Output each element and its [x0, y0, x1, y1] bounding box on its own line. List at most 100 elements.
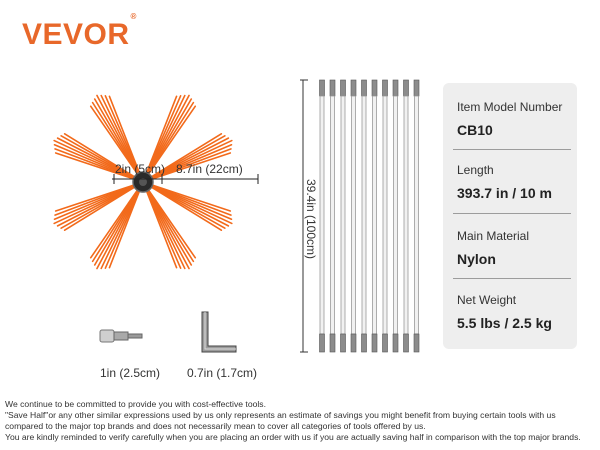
brand-name: VEVOR [22, 18, 130, 51]
bristle [146, 188, 193, 266]
spec-label: Net Weight [457, 293, 517, 307]
spec-model-number: Item Model Number CB10 [457, 100, 569, 138]
spec-length: Length 393.7 in / 10 m [457, 163, 569, 201]
disclaimer-line: You are kindly reminded to verify carefu… [5, 432, 581, 442]
bristle [63, 132, 137, 179]
rod-bottom-fitting [329, 333, 336, 353]
rod-top-fitting [392, 79, 399, 97]
rod-top-fitting [361, 79, 367, 97]
registered-mark: ® [130, 12, 137, 21]
rod-length-label: 39.4in (100cm) [304, 178, 319, 260]
bristle [146, 105, 197, 177]
disclaimer-line: We continue to be committed to provide y… [5, 399, 266, 409]
bristle [145, 188, 182, 269]
bristle [53, 139, 137, 180]
bristle [56, 184, 137, 227]
bristle [89, 187, 140, 259]
bristle [146, 101, 195, 177]
bristle [149, 139, 233, 180]
specifications-card: Item Model Number CB10 Length 393.7 in /… [443, 83, 577, 349]
bristle [149, 184, 233, 225]
bristle [96, 188, 141, 270]
bristle [145, 95, 182, 176]
rod-top-fitting [329, 79, 336, 97]
adapter-size-label: 1in (2.5cm) [100, 366, 161, 380]
bristle [145, 188, 190, 270]
chimney-brush-illustration [53, 94, 259, 270]
brand-logo: VEVOR® [22, 12, 137, 52]
spec-value: Nylon [457, 251, 496, 267]
bristle [145, 94, 186, 176]
bristle [54, 148, 137, 180]
rod-top-fitting [371, 79, 378, 97]
bristle [100, 94, 141, 176]
bristle [91, 101, 140, 177]
bristle [93, 98, 140, 176]
bristle [108, 188, 141, 269]
bristle [145, 188, 178, 269]
spec-value: 393.7 in / 10 m [457, 185, 552, 201]
bristle [149, 143, 233, 180]
rod-shaft [403, 95, 409, 335]
bristle [100, 188, 141, 270]
hub-diameter-label: 2in (5cm) [115, 162, 166, 176]
rod-shaft [330, 95, 335, 335]
bristle [54, 152, 137, 181]
rod-bottom-fitting [340, 333, 346, 353]
spec-label: Main Material [457, 229, 530, 243]
spec-value: CB10 [457, 122, 493, 138]
rod-top-fitting [319, 79, 325, 97]
bristle [53, 184, 137, 225]
bristle [93, 188, 140, 266]
rod-shaft [382, 95, 388, 335]
bristle [104, 188, 141, 269]
divider [453, 213, 571, 214]
rod-bottom-fitting [413, 333, 420, 353]
bristle [149, 185, 226, 229]
spec-weight: Net Weight 5.5 lbs / 2.5 kg [457, 293, 569, 331]
bristle [149, 184, 232, 216]
bristle [91, 187, 140, 263]
divider [453, 278, 571, 279]
bristle [149, 184, 230, 227]
bristle [149, 152, 232, 181]
rod-bottom-fitting [392, 333, 399, 353]
rod-top-fitting [403, 79, 409, 97]
hex-key-size-label: 0.7in (1.7cm) [187, 366, 258, 380]
bristle [146, 187, 197, 259]
disclaimer-text: We continue to be committed to provide y… [5, 399, 597, 443]
rod-bottom-fitting [361, 333, 367, 353]
bristle [60, 135, 137, 179]
bristle [145, 94, 190, 176]
rod-shaft [340, 95, 346, 335]
extension-rods-illustration [300, 79, 420, 353]
bristle [60, 185, 137, 229]
divider [453, 149, 571, 150]
rod-shaft [393, 95, 398, 335]
bristle [53, 184, 137, 221]
bristle [146, 187, 195, 263]
rod-bottom-fitting [350, 333, 357, 353]
rod-set [319, 79, 420, 353]
rod-top-fitting [340, 79, 346, 97]
rod-top-fitting [350, 79, 357, 97]
adapter-icon [99, 329, 143, 343]
bristle [149, 184, 233, 221]
nylon-bristles [53, 94, 233, 270]
bristle [146, 98, 193, 176]
hex-key-icon [201, 311, 237, 353]
bristle [149, 148, 232, 180]
spec-label: Item Model Number [457, 100, 563, 114]
rod-bottom-fitting [319, 333, 325, 353]
spec-label: Length [457, 163, 494, 177]
rod-shaft [351, 95, 356, 335]
bristle [145, 95, 178, 176]
bristle-length-label: 8.7in (22cm) [176, 162, 243, 176]
spec-value: 5.5 lbs / 2.5 kg [457, 315, 552, 331]
bristle [149, 132, 223, 179]
rod-bottom-fitting [371, 333, 378, 353]
bristle [53, 143, 137, 180]
rod-top-fitting [413, 79, 420, 97]
bristle [108, 95, 141, 176]
bristle [149, 183, 232, 212]
